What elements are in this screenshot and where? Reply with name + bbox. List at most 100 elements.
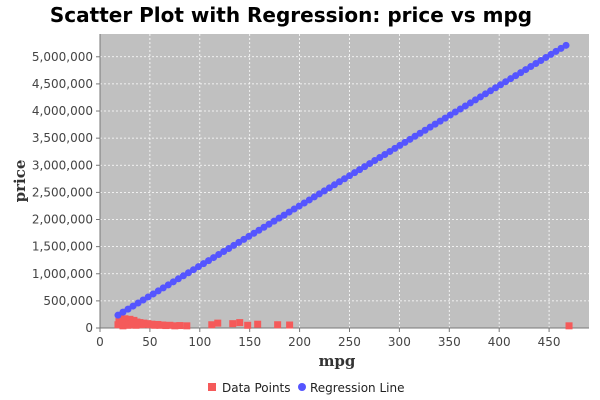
regression-point [235,238,243,246]
regression-point [406,135,414,143]
regression-point [366,160,374,168]
regression-point [119,308,127,316]
regression-point [411,132,419,140]
regression-point [507,75,515,83]
regression-point [154,287,162,295]
regression-point [542,53,550,61]
regression-point [492,84,500,92]
regression-point [134,299,142,307]
y-tick-label: 4,000,000 [32,104,93,118]
regression-point [502,78,510,86]
x-tick-label: 450 [538,335,561,349]
data-point [236,319,244,327]
regression-point [280,211,288,219]
regression-point [341,175,349,183]
regression-point [215,251,223,259]
regression-point [517,69,525,77]
regression-point [310,193,318,201]
chart-title: Scatter Plot with Regression: price vs m… [50,3,532,27]
regression-point [124,305,132,313]
y-tick-label: 3,500,000 [32,131,93,145]
data-point [183,322,191,330]
regression-point [325,184,333,192]
regression-point [512,72,520,80]
regression-point [265,220,273,228]
legend-label-regression-line: Regression Line [310,381,404,395]
regression-point [416,129,424,137]
regression-point [159,284,167,292]
regression-point [260,223,268,231]
x-tick-label: 100 [188,335,211,349]
legend-swatch-regression-line [298,383,306,391]
regression-point [386,147,394,155]
regression-point [451,108,459,116]
regression-point [129,302,137,310]
legend: Data Points Regression Line [208,381,404,395]
legend-label-data-points: Data Points [222,381,291,395]
regression-point [330,181,338,189]
regression-point [320,187,328,195]
data-point [286,321,294,329]
y-tick-label: 1,500,000 [32,240,93,254]
x-axis-label: mpg [319,352,356,370]
regression-point [205,257,213,265]
regression-point [290,205,298,213]
y-axis-label: price [11,160,29,203]
regression-point [481,90,489,98]
x-tick-label: 0 [96,335,104,349]
data-points-series [114,314,573,330]
regression-point [184,269,192,277]
data-point [214,319,222,327]
y-tick-label: 0 [85,321,93,335]
regression-point [522,66,530,74]
regression-point [527,63,535,71]
regression-point [174,275,182,283]
x-tick-label: 250 [338,335,361,349]
regression-point [471,96,479,104]
regression-point [200,260,208,268]
y-tick-label: 5,000,000 [32,50,93,64]
regression-point [421,126,429,134]
regression-point [179,272,187,280]
legend-swatch-data-points [208,383,216,391]
data-point [274,321,282,329]
regression-point [557,44,565,52]
regression-point [295,202,303,210]
regression-point [401,138,409,146]
data-point [166,321,174,329]
regression-point [346,172,354,180]
regression-point [245,232,253,240]
regression-point [300,199,308,207]
regression-point [275,214,283,222]
regression-point [356,166,364,174]
regression-point [446,111,454,119]
regression-point [255,226,263,234]
regression-point [240,235,248,243]
regression-point [476,93,484,101]
regression-point [426,123,434,131]
regression-point [466,99,474,107]
regression-point [547,50,555,58]
regression-point [497,81,505,89]
regression-point [351,169,359,177]
x-tick-label: 350 [438,335,461,349]
regression-point [149,290,157,298]
regression-point [396,141,404,149]
x-tick-label: 150 [238,335,261,349]
y-tick-label: 2,500,000 [32,185,93,199]
regression-point [250,229,258,237]
y-tick-label: 4,500,000 [32,77,93,91]
regression-point [144,293,152,301]
regression-point [270,217,278,225]
data-point [254,320,262,328]
regression-point [169,278,177,286]
data-point [244,321,252,329]
regression-point [230,241,238,249]
regression-point [305,196,313,204]
x-axis: 0 50 100 150 200 250 300 350 400 450 [96,327,589,349]
regression-point [285,208,293,216]
x-tick-label: 50 [142,335,157,349]
regression-point [225,244,233,252]
y-tick-label: 3,000,000 [32,158,93,172]
